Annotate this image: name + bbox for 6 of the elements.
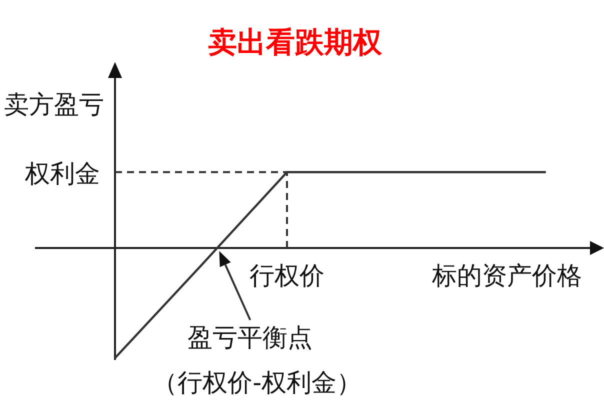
- ylabel: 卖方盈亏: [4, 90, 104, 119]
- annotation: （行权价-权利金）: [152, 368, 362, 397]
- annotation: 盈亏平衡点: [188, 323, 313, 352]
- xlabel: 标的资产价格: [432, 261, 582, 290]
- title: 卖出看跌期权: [208, 25, 382, 59]
- annotation: 行权价: [250, 261, 324, 290]
